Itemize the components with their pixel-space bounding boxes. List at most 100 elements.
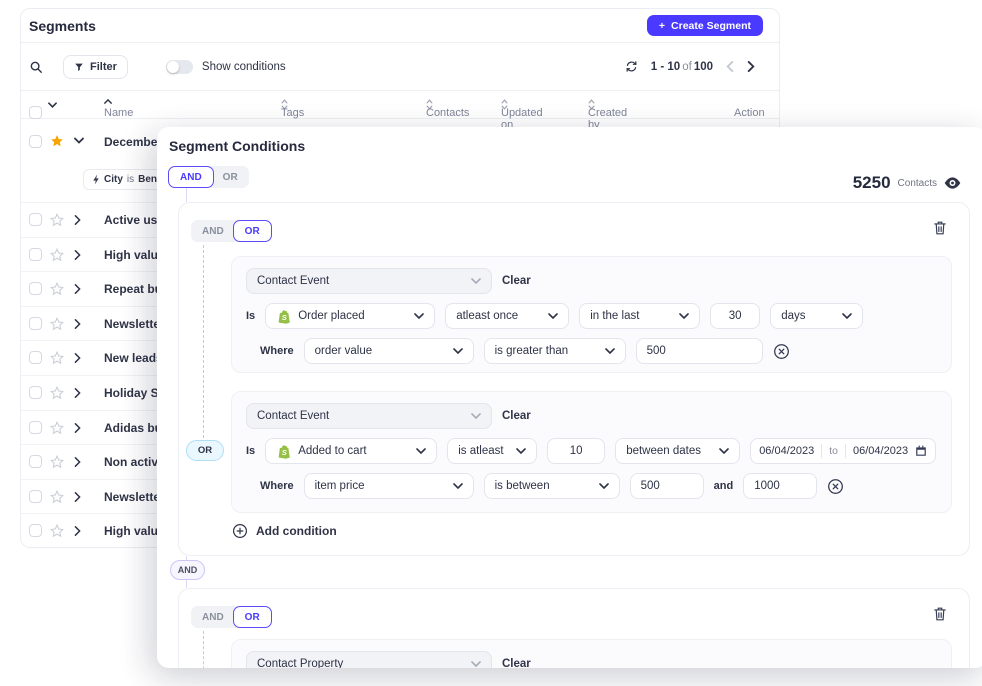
condition-type-select[interactable]: Contact Event <box>246 268 492 294</box>
star-outline-icon[interactable] <box>50 282 64 296</box>
condition-type-select[interactable]: Contact Event <box>246 403 492 429</box>
value-input[interactable] <box>635 338 763 364</box>
row-checkbox[interactable] <box>29 455 42 469</box>
or-connector-chip[interactable]: OR <box>186 440 224 461</box>
property-select[interactable]: order value <box>303 338 474 364</box>
chevron-right-icon[interactable] <box>74 249 81 260</box>
star-outline-icon[interactable] <box>50 247 64 262</box>
chevron-right-icon[interactable] <box>74 353 81 364</box>
delete-group-icon[interactable] <box>933 606 947 622</box>
column-header-contacts[interactable]: Contacts <box>426 99 469 119</box>
add-condition-button[interactable]: Add condition <box>232 523 337 539</box>
chevron-right-icon[interactable] <box>74 284 81 295</box>
time-value-input[interactable] <box>710 303 761 329</box>
row-checkbox[interactable] <box>29 247 42 261</box>
event-select[interactable]: S Order placed <box>265 303 436 329</box>
to-label: to <box>829 445 839 457</box>
star-outline-icon[interactable] <box>50 524 64 538</box>
create-segment-button[interactable]: + Create Segment <box>646 15 763 36</box>
date-range-control[interactable]: 06/04/2023 to 06/04/2023 <box>750 438 937 464</box>
value-min-input[interactable] <box>629 473 704 499</box>
frequency-select[interactable]: atleast once <box>445 303 570 329</box>
group-or-option[interactable]: OR <box>232 606 272 628</box>
show-conditions-toggle[interactable] <box>165 59 193 74</box>
chevron-right-icon[interactable] <box>74 491 81 502</box>
row-checkbox[interactable] <box>29 489 42 503</box>
eye-icon[interactable] <box>944 176 961 190</box>
star-outline-icon[interactable] <box>50 455 64 469</box>
star-outline-icon[interactable] <box>50 489 64 504</box>
row-condition-chip: City is Ben <box>83 169 179 190</box>
row-name: Non active <box>104 455 165 470</box>
chevron-right-icon[interactable] <box>74 318 81 329</box>
event-select[interactable]: S Added to cart <box>265 438 438 464</box>
row-checkbox[interactable] <box>29 135 42 148</box>
condition-type-select[interactable]: Contact Property <box>246 651 492 668</box>
root-and-option[interactable]: AND <box>168 166 214 188</box>
row-name: Newslette <box>104 489 161 504</box>
clear-button[interactable]: Clear <box>502 658 531 668</box>
star-outline-icon[interactable] <box>50 385 64 400</box>
time-unit-select[interactable]: days <box>770 303 864 329</box>
table-row[interactable]: High value <box>21 514 779 547</box>
row-checkbox[interactable] <box>29 420 42 434</box>
clear-button[interactable]: Clear <box>502 410 531 422</box>
remove-condition-icon[interactable] <box>827 478 844 495</box>
search-icon[interactable] <box>29 60 43 74</box>
row-checkbox[interactable] <box>29 351 42 365</box>
chevron-right-icon[interactable] <box>74 215 81 225</box>
star-filled-icon[interactable] <box>50 134 64 148</box>
row-checkbox[interactable] <box>29 385 42 399</box>
star-outline-icon[interactable] <box>50 420 64 435</box>
segment-conditions-modal: Segment Conditions AND OR 5250 Contacts … <box>157 127 982 668</box>
column-header-tags[interactable]: Tags <box>281 99 304 119</box>
next-page-icon[interactable] <box>747 61 755 72</box>
and-connector-chip[interactable]: AND <box>170 560 205 580</box>
time-operator-select[interactable]: between dates <box>615 438 741 464</box>
prev-page-icon[interactable] <box>726 61 734 72</box>
row-checkbox[interactable] <box>29 213 42 226</box>
star-outline-icon[interactable] <box>50 351 64 365</box>
refresh-icon[interactable] <box>625 60 638 73</box>
remove-condition-icon[interactable] <box>773 343 790 360</box>
group-and-option[interactable]: AND <box>191 606 238 628</box>
row-checkbox[interactable] <box>29 524 42 538</box>
table-toolbar: Filter Show conditions 1 - 10 of 100 <box>21 43 779 91</box>
star-outline-icon[interactable] <box>50 316 64 331</box>
chevron-down-icon <box>471 413 481 419</box>
operator-select[interactable]: is greater than <box>483 338 626 364</box>
chevron-down-icon <box>452 483 463 489</box>
column-header-created-by[interactable]: Created by <box>588 99 627 131</box>
group-or-option[interactable]: OR <box>232 220 272 242</box>
value-max-input[interactable] <box>743 473 818 499</box>
chevron-right-icon[interactable] <box>74 457 81 468</box>
row-name: Repeat bu <box>104 282 163 297</box>
where-label: Where <box>260 480 294 492</box>
frequency-value-input[interactable] <box>547 438 606 464</box>
where-label: Where <box>260 345 294 357</box>
root-or-option[interactable]: OR <box>208 166 249 188</box>
header-chevron-down-icon[interactable] <box>48 102 57 108</box>
delete-group-icon[interactable] <box>933 220 947 236</box>
filter-button[interactable]: Filter <box>63 54 128 79</box>
time-operator-select[interactable]: in the last <box>579 303 701 329</box>
chevron-right-icon[interactable] <box>74 422 81 433</box>
frequency-select[interactable]: is atleast <box>447 438 538 464</box>
chevron-down-icon <box>471 661 481 667</box>
chevron-right-icon[interactable] <box>74 526 81 537</box>
star-outline-icon[interactable] <box>50 213 64 227</box>
select-all-checkbox[interactable] <box>29 106 42 119</box>
group-and-option[interactable]: AND <box>191 220 238 242</box>
clear-button[interactable]: Clear <box>502 275 531 287</box>
operator-select[interactable]: is between <box>483 473 620 499</box>
sort-asc-icon <box>104 99 112 104</box>
row-checkbox[interactable] <box>29 282 42 296</box>
segments-header: Segments + Create Segment <box>21 9 779 43</box>
column-header-updated-on[interactable]: Updated on <box>501 99 543 131</box>
chevron-right-icon[interactable] <box>74 388 81 398</box>
is-label: Is <box>246 445 256 457</box>
row-checkbox[interactable] <box>29 316 42 330</box>
chevron-down-icon[interactable] <box>74 137 84 144</box>
column-header-name[interactable]: Name <box>104 99 133 119</box>
property-select[interactable]: item price <box>303 473 474 499</box>
